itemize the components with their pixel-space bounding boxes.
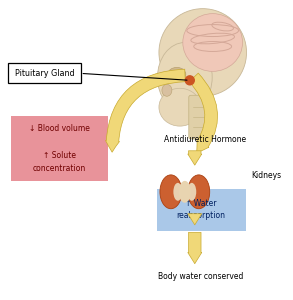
FancyBboxPatch shape: [157, 189, 246, 231]
FancyArrowPatch shape: [188, 232, 202, 264]
Ellipse shape: [187, 183, 196, 201]
Circle shape: [185, 76, 194, 85]
Text: Antidiuretic Hormone: Antidiuretic Hormone: [164, 135, 246, 144]
Text: Body water conserved: Body water conserved: [158, 272, 243, 281]
FancyArrowPatch shape: [105, 69, 185, 152]
FancyArrowPatch shape: [188, 151, 202, 165]
Ellipse shape: [168, 68, 186, 81]
Text: ↓ Blood volume

↑ Solute
concentration: ↓ Blood volume ↑ Solute concentration: [29, 124, 90, 173]
Ellipse shape: [162, 84, 172, 96]
Ellipse shape: [173, 183, 182, 201]
Text: Kidneys: Kidneys: [251, 171, 281, 180]
FancyArrowPatch shape: [188, 214, 202, 225]
Text: ↑ Water
reabsorption: ↑ Water reabsorption: [177, 199, 226, 220]
FancyBboxPatch shape: [11, 116, 108, 181]
Text: Pituitary Gland: Pituitary Gland: [15, 69, 74, 78]
Ellipse shape: [160, 175, 182, 209]
Ellipse shape: [159, 9, 246, 96]
FancyArrowPatch shape: [189, 73, 218, 153]
Ellipse shape: [179, 181, 191, 203]
FancyBboxPatch shape: [8, 63, 81, 83]
FancyBboxPatch shape: [189, 95, 207, 139]
Ellipse shape: [159, 88, 201, 126]
Ellipse shape: [157, 43, 212, 112]
Ellipse shape: [188, 175, 210, 209]
Ellipse shape: [183, 14, 243, 71]
